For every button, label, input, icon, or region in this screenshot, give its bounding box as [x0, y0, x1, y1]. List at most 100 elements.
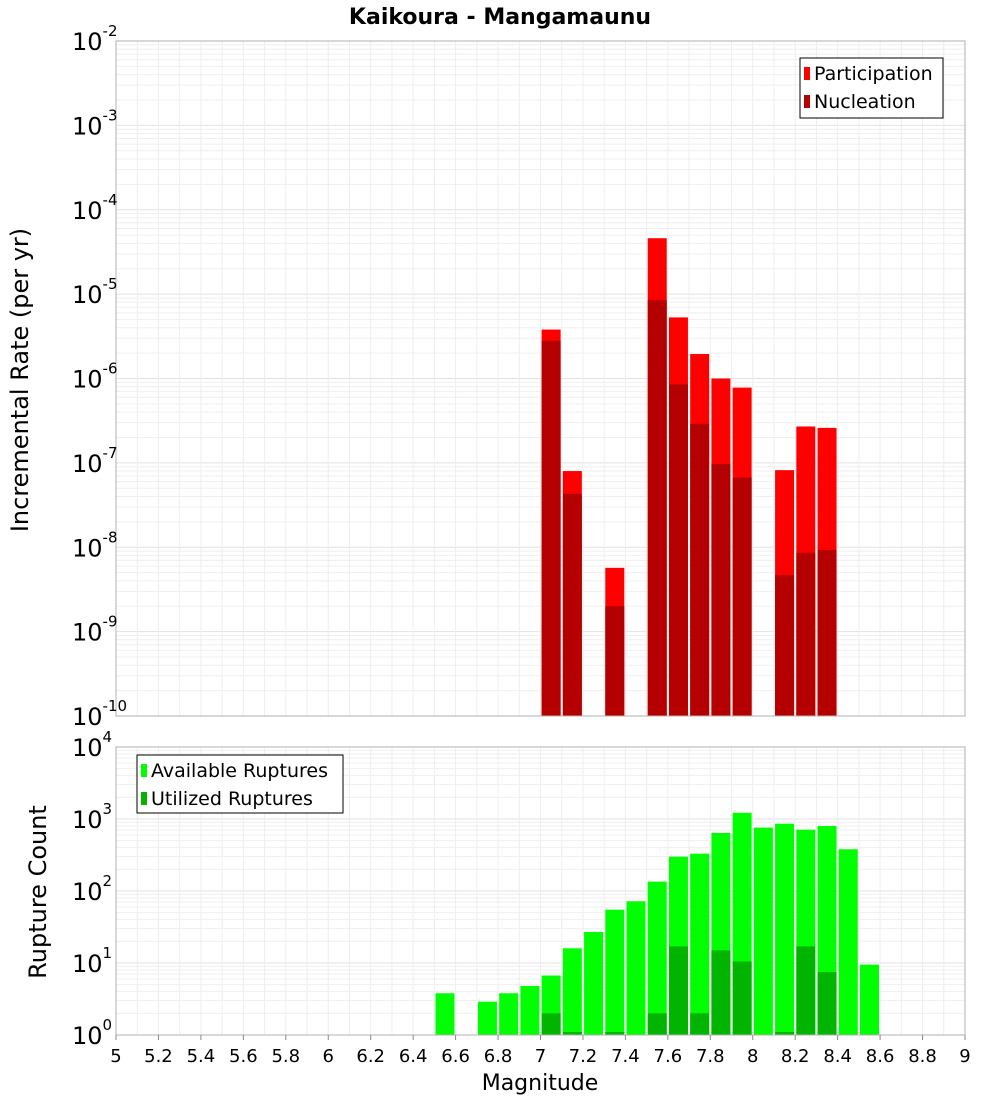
legend-label: Utilized Ruptures [151, 788, 313, 810]
chart-title: Kaikoura - Mangamaunu [349, 5, 651, 30]
x-tick-label: 8.2 [781, 1046, 810, 1067]
bar [562, 948, 582, 1035]
legend-label: Participation [814, 63, 933, 85]
y-tick-label: 10-9 [72, 613, 118, 647]
top-ylabel: Incremental Rate (per yr) [6, 228, 34, 532]
x-tick-labels: 5 5.2 5.4 5.6 5.8 6 6.2 6.4 6.6 6.8 7 7.2 7.4 7.6 7.8 8… [110, 1035, 971, 1067]
bar [605, 1032, 625, 1035]
x-tick-label: 7.2 [569, 1046, 598, 1067]
x-tick-label: 6.4 [399, 1046, 428, 1067]
x-tick-label: 6 [323, 1046, 334, 1067]
bar [711, 950, 731, 1035]
bar [520, 985, 540, 1035]
x-tick-label: 5.2 [144, 1046, 173, 1067]
bar [775, 1032, 795, 1035]
bar [647, 881, 667, 1035]
x-tick-label: 8.8 [908, 1046, 937, 1067]
bar [690, 423, 710, 716]
panels: 10-10 10-9 10-8 10-7 10-6 10-5 10-4 10-3 10-2 Par… [72, 22, 971, 1067]
bar [541, 340, 561, 716]
bar [732, 961, 752, 1035]
x-tick-label: 6.6 [441, 1046, 470, 1067]
y-tick-label: 10-6 [72, 360, 118, 394]
bar [838, 849, 858, 1035]
bar [732, 477, 752, 716]
x-tick-label: 6.8 [484, 1046, 513, 1067]
x-tick-label: 8.4 [823, 1046, 852, 1067]
bar [796, 946, 816, 1035]
legend: Available Ruptures Utilized Ruptures [136, 754, 344, 814]
bar [477, 1001, 497, 1035]
y-tick-labels: 10-10 10-9 10-8 10-7 10-6 10-5 10-4 10-3 10-2 [72, 22, 127, 731]
y-tick-labels: 100 101 102 103 104 [72, 728, 112, 1050]
legend-swatch [804, 67, 810, 80]
legend: Participation Nucleation [799, 57, 944, 119]
bar [668, 946, 688, 1035]
bar [435, 993, 455, 1035]
legend-label: Nucleation [814, 91, 916, 113]
bar [605, 909, 625, 1035]
x-tick-label: 5.4 [187, 1046, 216, 1067]
x-tick-label: 7.8 [696, 1046, 725, 1067]
x-tick-label: 8.6 [866, 1046, 895, 1067]
series-available-ruptures [435, 812, 879, 1035]
panel-0: 10-10 10-9 10-8 10-7 10-6 10-5 10-4 10-3 10-2 Par… [72, 22, 966, 731]
y-tick-label: 100 [72, 1016, 112, 1050]
y-tick-label: 10-4 [72, 191, 118, 225]
bar [647, 300, 667, 716]
bar [584, 931, 604, 1035]
y-tick-label: 10-5 [72, 275, 118, 309]
y-tick-label: 102 [72, 872, 112, 906]
bar [711, 463, 731, 716]
series-nucleation [541, 300, 837, 716]
x-tick-label: 9 [959, 1046, 970, 1067]
y-tick-label: 10-2 [72, 22, 118, 56]
bar [562, 1032, 582, 1035]
bar [817, 549, 837, 716]
x-tick-label: 7.6 [654, 1046, 683, 1067]
bar [775, 823, 795, 1035]
y-tick-label: 10-8 [72, 528, 118, 562]
bar [817, 971, 837, 1035]
legend-box [136, 754, 344, 814]
bar [775, 574, 795, 716]
x-tick-label: 7 [535, 1046, 546, 1067]
x-tick-label: 7.4 [611, 1046, 640, 1067]
x-tick-label: 8 [747, 1046, 758, 1067]
x-tick-label: 5 [110, 1046, 121, 1067]
y-tick-label: 10-7 [72, 444, 118, 478]
bar [796, 552, 816, 716]
x-tick-label: 5.8 [271, 1046, 300, 1067]
legend-swatch [804, 95, 810, 108]
bar [499, 993, 519, 1035]
bar [647, 1013, 667, 1035]
bar [605, 606, 625, 716]
y-tick-label: 104 [72, 728, 112, 762]
bar [859, 964, 879, 1035]
legend-label: Available Ruptures [151, 760, 328, 782]
bar [690, 1013, 710, 1035]
bar [690, 853, 710, 1035]
legend-swatch [141, 764, 147, 777]
y-tick-label: 10-10 [72, 697, 127, 731]
series-utilized-ruptures [541, 946, 837, 1035]
y-tick-label: 103 [72, 800, 112, 834]
grid [115, 41, 966, 717]
x-tick-label: 6.2 [356, 1046, 385, 1067]
bottom-xlabel: Magnitude [482, 1071, 599, 1096]
plot-frame [115, 40, 966, 717]
legend-swatch [141, 792, 147, 805]
x-tick-label: 5.6 [229, 1046, 258, 1067]
bar [562, 493, 582, 716]
y-tick-label: 10-3 [72, 106, 118, 140]
bottom-ylabel: Rupture Count [24, 805, 52, 979]
bar [626, 901, 646, 1035]
panel-1: 100 101 102 103 104 5 5.2 5.4 5.6 5.8 6 6.2 6.4 6.6 6.… [72, 728, 971, 1067]
bar [541, 1013, 561, 1035]
bar [753, 827, 773, 1035]
y-tick-label: 101 [72, 944, 112, 978]
bar [668, 384, 688, 716]
legend-box [799, 57, 944, 119]
